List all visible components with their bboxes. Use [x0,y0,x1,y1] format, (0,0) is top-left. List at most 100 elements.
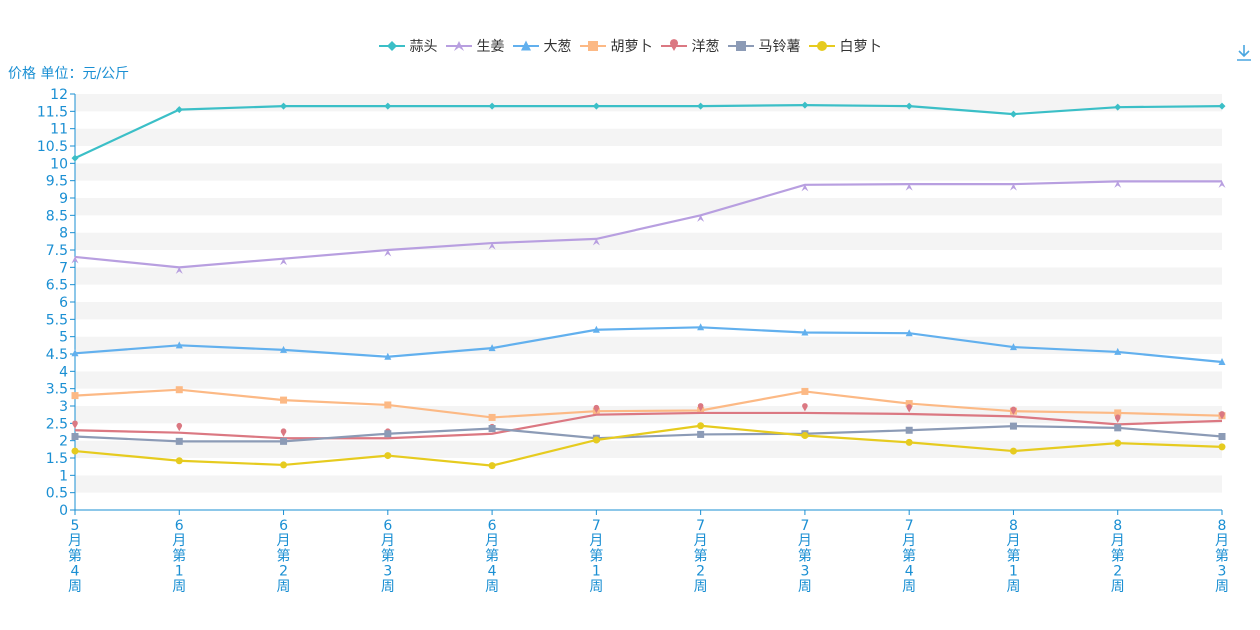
grid-band [75,354,1222,371]
grid-band [75,129,1222,146]
download-button[interactable] [1234,42,1254,64]
legend-label: 生姜 [477,36,505,56]
y-tick-label: 10 [50,156,68,172]
y-tick-label: 9.5 [46,174,68,190]
data-point[interactable] [1114,424,1121,431]
grid-band [75,146,1222,163]
legend-label: 蒜头 [410,36,438,56]
data-point[interactable] [1010,423,1017,430]
legend-symbol-icon [580,39,606,53]
y-tick-label: 11.5 [37,104,68,120]
y-tick-label: 3.5 [46,382,68,398]
x-tick-label: 7 月第 3 周 [798,518,812,595]
grid-band [75,198,1222,215]
legend-symbol-icon [661,39,687,53]
y-tick-label: 8 [59,226,68,242]
y-tick-label: 5 [59,330,68,346]
legend-label: 马铃薯 [759,36,801,56]
grid-band [75,233,1222,250]
data-point[interactable] [1219,433,1226,440]
legend-symbol-icon [809,39,835,53]
data-point[interactable] [489,425,496,432]
y-tick-label: 9 [59,191,68,207]
y-tick-label: 1 [59,468,68,484]
y-tick-label: 2.5 [46,416,68,432]
data-point[interactable] [697,431,704,438]
data-point[interactable] [801,432,808,439]
x-tick-label: 6 月第 4 周 [485,518,499,595]
legend-item[interactable]: 蒜头 [379,36,438,56]
y-tick-label: 4 [59,364,68,380]
data-point[interactable] [697,422,704,429]
data-point[interactable] [176,386,183,393]
grid-band [75,458,1222,475]
x-tick-label: 8 月第 3 周 [1215,518,1229,595]
legend-label: 胡萝卜 [611,36,653,56]
legend-item[interactable]: 马铃薯 [728,36,801,56]
legend-item[interactable]: 大葱 [513,36,572,56]
y-tick-label: 4.5 [46,347,68,363]
legend-symbol-icon [379,39,405,53]
y-tick-label: 1.5 [46,451,68,467]
grid-band [75,163,1222,180]
grid-band [75,94,1222,111]
y-tick-label: 11 [50,122,68,138]
legend-item[interactable]: 胡萝卜 [580,36,653,56]
data-point[interactable] [593,436,600,443]
legend-item[interactable]: 白萝卜 [809,36,882,56]
data-point[interactable] [384,430,391,437]
data-point[interactable] [72,433,79,440]
legend-symbol-icon [513,39,539,53]
data-point[interactable] [176,457,183,464]
grid-band [75,250,1222,267]
data-point[interactable] [801,388,808,395]
x-tick-label: 8 月第 2 周 [1111,518,1125,595]
x-tick-label: 7 月第 2 周 [694,518,708,595]
grid-band [75,475,1222,492]
y-tick-label: 5.5 [46,312,68,328]
y-tick-label: 8.5 [46,208,68,224]
grid-band [75,111,1222,128]
grid-band [75,337,1222,354]
data-point[interactable] [72,448,79,455]
x-tick-label: 6 月第 2 周 [277,518,291,595]
legend-item[interactable]: 生姜 [446,36,505,56]
data-point[interactable] [280,397,287,404]
y-tick-label: 6 [59,295,68,311]
data-point[interactable] [1114,440,1121,447]
x-tick-label: 8 月第 1 周 [1006,518,1020,595]
data-point[interactable] [280,438,287,445]
y-tick-label: 2 [59,434,68,450]
data-point[interactable] [384,401,391,408]
data-point[interactable] [1010,448,1017,455]
legend-item[interactable]: 洋葱 [661,36,720,56]
data-point[interactable] [280,461,287,468]
line-chart: 00.511.522.533.544.555.566.577.588.599.5… [0,0,1260,630]
download-icon [1234,42,1254,64]
x-tick-label: 7 月第 4 周 [902,518,916,595]
y-tick-label: 10.5 [37,139,68,155]
data-point[interactable] [1219,443,1226,450]
y-tick-label: 0.5 [46,486,68,502]
y-tick-label: 7 [59,260,68,276]
legend-label: 白萝卜 [840,36,882,56]
y-tick-label: 6.5 [46,278,68,294]
x-tick-label: 6 月第 1 周 [172,518,186,595]
grid-band [75,285,1222,302]
data-point[interactable] [906,439,913,446]
data-point[interactable] [384,452,391,459]
data-point[interactable] [906,427,913,434]
data-point[interactable] [72,392,79,399]
y-tick-label: 7.5 [46,243,68,259]
data-point[interactable] [176,438,183,445]
grid-band [75,493,1222,510]
x-axis: 5 月第 4 周6 月第 1 周6 月第 2 周6 月第 3 周6 月第 4 周7 月第 1 周7 月第 2 周7 月第 3 周… [68,510,1229,595]
y-axis: 00.511.522.533.544.555.566.577.588.599.5… [37,87,75,519]
y-tick-label: 0 [59,503,68,519]
legend-symbol-icon [728,39,754,53]
data-point[interactable] [489,462,496,469]
grid-band [75,267,1222,284]
x-tick-label: 7 月第 1 周 [589,518,603,595]
data-point[interactable] [489,414,496,421]
legend-label: 洋葱 [692,36,720,56]
